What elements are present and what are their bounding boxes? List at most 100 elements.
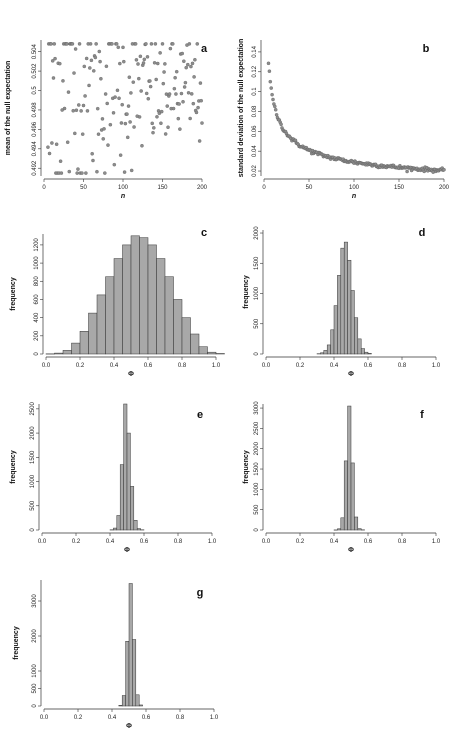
scatter-point	[271, 97, 275, 102]
scatter-point	[140, 144, 144, 148]
histogram-bar	[156, 258, 166, 355]
histogram-bar	[347, 259, 352, 355]
scatter-point	[151, 130, 155, 135]
histogram-bar	[181, 317, 191, 355]
scatter-point	[155, 115, 159, 119]
y-tick-label: 800	[34, 276, 40, 287]
y-axis-label: frequency	[13, 626, 20, 660]
y-tick-label: 0.06	[252, 125, 258, 137]
x-tick-label: 1.0	[432, 539, 441, 545]
y-tick-label: 500	[254, 318, 260, 329]
x-axis-label: Φ	[128, 371, 134, 378]
x-tick-label: 0.4	[106, 539, 115, 545]
histogram-bar	[326, 344, 331, 355]
scatter-point	[196, 105, 200, 110]
histogram-bar	[343, 460, 348, 531]
scatter-point	[88, 42, 93, 46]
scatter-point	[112, 162, 117, 167]
x-tick-label: 0.6	[364, 363, 373, 369]
panel-letter: a	[201, 43, 208, 55]
scatter-point	[159, 121, 163, 126]
scatter-point	[165, 104, 169, 108]
panel-letter: g	[197, 587, 204, 599]
scatter-point	[179, 91, 184, 96]
y-axis-label: frequency	[243, 275, 250, 309]
panel-letter: f	[420, 409, 424, 421]
histogram-bar	[79, 331, 89, 355]
scatter-point	[187, 42, 192, 46]
scatter-point	[102, 127, 106, 131]
scatter-point	[128, 120, 132, 124]
scatter-point	[198, 81, 203, 85]
scatter-point	[89, 58, 94, 63]
scatter-point	[186, 91, 191, 95]
x-tick-label: 1.0	[210, 715, 219, 721]
scatter-point	[145, 55, 150, 59]
scatter-point	[131, 80, 136, 84]
scatter-point	[192, 75, 196, 79]
scatter-point	[197, 139, 202, 143]
scatter-point	[117, 96, 121, 101]
scatter-point	[123, 121, 128, 126]
histogram-bar	[340, 247, 345, 355]
histogram-bar	[123, 403, 128, 531]
scatter-point	[105, 101, 109, 106]
x-tick-label: 0	[262, 185, 266, 191]
scatter-point	[125, 135, 130, 140]
x-tick-label: 50	[80, 185, 87, 191]
scatter-point	[85, 109, 90, 113]
scatter-point	[195, 42, 200, 46]
scatter-point	[150, 121, 154, 126]
scatter-point	[125, 112, 129, 116]
x-tick-label: 0.6	[142, 715, 151, 721]
x-tick-label: 0.8	[178, 363, 187, 369]
scatter-point	[273, 108, 278, 112]
scatter-point	[70, 42, 75, 46]
scatter-point	[188, 116, 192, 121]
scatter-point	[49, 42, 53, 46]
y-tick-label: 2000	[32, 629, 38, 643]
scatter-point	[92, 69, 96, 73]
histogram-bar	[340, 517, 345, 531]
scatter-point	[90, 152, 94, 156]
x-axis-label: Φ	[124, 547, 130, 554]
histogram-bar	[119, 464, 124, 531]
x-tick-label: 0.8	[398, 363, 407, 369]
panel-g: 0.0 0.2 0.4 0.6 0.8 1.0 0 500 1000 2000 3000 Φfrequ…	[13, 580, 219, 730]
x-tick-label: 0.2	[296, 363, 305, 369]
histogram-bar	[350, 290, 355, 355]
x-tick-label: 0.6	[364, 539, 373, 545]
scatter-point	[77, 42, 82, 46]
scatter-point	[91, 158, 95, 163]
panel-f: 0.0 0.2 0.4 0.6 0.8 1.0 0 500 1000 1500 2000 2500 30…	[243, 401, 441, 554]
scatter-point	[269, 86, 273, 90]
histogram-bar	[71, 342, 81, 355]
scatter-point	[171, 42, 175, 46]
histogram-bar	[128, 583, 133, 707]
scatter-point	[127, 75, 132, 79]
y-axis-label: frequency	[10, 277, 17, 311]
x-tick-label: 0	[42, 185, 46, 191]
scatter-point	[59, 171, 64, 175]
x-axis-label: Φ	[348, 371, 354, 378]
histogram-bar	[330, 329, 335, 355]
x-axis-label: n	[352, 193, 356, 200]
y-tick-label: 400	[34, 312, 40, 323]
x-tick-label: 0.4	[330, 363, 339, 369]
x-axis-label: Φ	[126, 723, 132, 730]
scatter-point	[52, 42, 57, 46]
y-tick-label: 200	[34, 330, 40, 341]
x-tick-label: 0.8	[174, 539, 183, 545]
scatter-point	[110, 42, 114, 46]
scatter-point	[47, 151, 52, 156]
scatter-point	[270, 92, 274, 97]
scatter-point	[200, 121, 204, 125]
x-tick-label: 0.6	[144, 363, 153, 369]
scatter-point	[189, 92, 194, 96]
scatter-point	[50, 59, 55, 63]
scatter-point	[152, 61, 157, 65]
scatter-point	[74, 108, 79, 112]
histogram-bar	[139, 237, 149, 355]
scatter-point	[76, 167, 80, 171]
y-tick-label: 500	[30, 500, 36, 511]
